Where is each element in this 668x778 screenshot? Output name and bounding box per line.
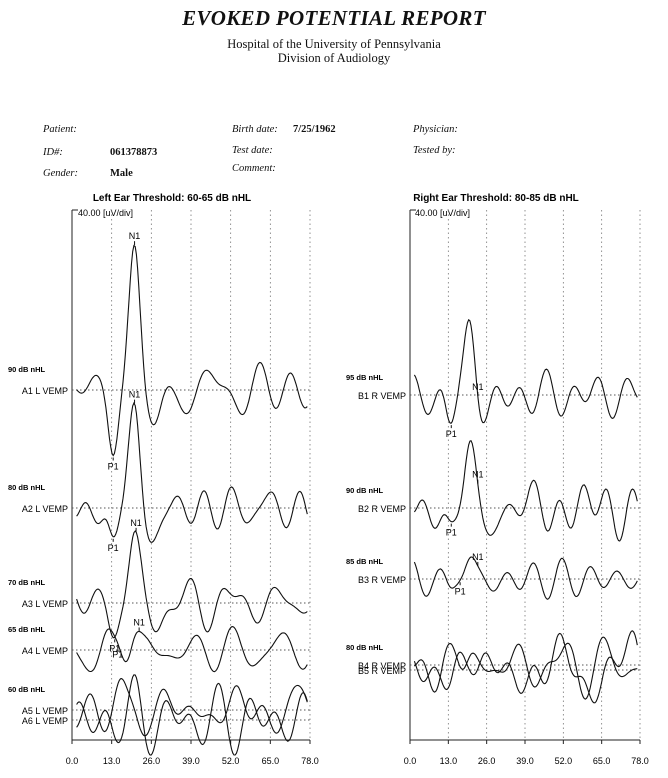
birth-date-label: Birth date:: [232, 124, 278, 135]
x-tick-label: 78.0: [301, 756, 319, 766]
vemp-trace: [413, 630, 638, 704]
right-scale-label: 40.00 [uV/div]: [415, 208, 470, 218]
trace-name-label: B2 R VEMP: [358, 504, 406, 514]
n1-peak-label: N1: [472, 382, 484, 392]
p1-peak-label: P1: [108, 461, 119, 471]
stimulus-level-label: 90 dB nHL: [346, 486, 384, 495]
p1-peak-label: P1: [109, 643, 120, 653]
trace-name-label: A4 L VEMP: [22, 646, 68, 656]
vemp-trace: [76, 674, 308, 756]
trace-name-label: B3 R VEMP: [358, 575, 406, 585]
x-tick-label: 0.0: [66, 756, 79, 766]
p1-peak-label: P1: [112, 649, 123, 659]
n1-peak-label: N1: [472, 552, 484, 562]
stimulus-level-label: 95 dB nHL: [346, 373, 384, 382]
p1-peak-label: P1: [455, 586, 466, 596]
vemp-trace: [413, 439, 638, 542]
x-tick-label: 65.0: [593, 756, 611, 766]
vemp-trace: [76, 244, 308, 457]
left-chart-title: Left Ear Threshold: 60-65 dB nHL: [93, 193, 251, 204]
patient-label: Patient:: [43, 124, 77, 135]
trace-name-label: A2 L VEMP: [22, 504, 68, 514]
x-tick-label: 78.0: [631, 756, 649, 766]
trace-name-label: B5 R VEMP: [358, 666, 406, 676]
x-tick-label: 13.0: [103, 756, 121, 766]
x-tick-label: 39.0: [516, 756, 534, 766]
n1-peak-label: N1: [130, 518, 142, 528]
trace-name-label: A3 L VEMP: [22, 599, 68, 609]
test-date-label: Test date:: [232, 145, 273, 156]
p1-peak-label: P1: [108, 543, 119, 553]
stimulus-level-label: 60 dB nHL: [8, 685, 46, 694]
trace-name-label: A6 L VEMP: [22, 716, 68, 726]
x-tick-label: 52.0: [222, 756, 240, 766]
x-tick-label: 13.0: [440, 756, 458, 766]
x-tick-label: 26.0: [143, 756, 161, 766]
left-ear-chart: Left Ear Threshold: 60-65 dB nHL 40.00 […: [8, 193, 319, 766]
id-value: 061378873: [110, 147, 158, 158]
trace-name-label: A5 L VEMP: [22, 706, 68, 716]
stimulus-level-label: 85 dB nHL: [346, 557, 384, 566]
id-label: ID#:: [43, 147, 63, 158]
x-tick-label: 65.0: [262, 756, 280, 766]
vemp-trace: [76, 401, 308, 543]
vemp-trace: [76, 678, 308, 737]
tested-by-label: Tested by:: [413, 145, 456, 156]
n1-peak-label: N1: [472, 470, 484, 480]
trace-name-label: B1 R VEMP: [358, 391, 406, 401]
trace-name-label: B4 R VEMP: [358, 661, 406, 671]
p1-peak-label: P1: [446, 528, 457, 538]
n1-peak-label: N1: [129, 231, 141, 241]
report-title: EVOKED POTENTIAL REPORT: [182, 6, 486, 30]
vemp-trace: [413, 556, 638, 600]
stimulus-level-label: 80 dB nHL: [8, 483, 46, 492]
trace-name-label: A1 L VEMP: [22, 386, 68, 396]
comment-label: Comment:: [232, 163, 276, 174]
vemp-trace: [413, 318, 638, 424]
p1-peak-label: P1: [446, 429, 457, 439]
stimulus-level-label: 70 dB nHL: [8, 578, 46, 587]
birth-date-value: 7/25/1962: [293, 124, 336, 135]
gender-label: Gender:: [43, 168, 78, 179]
x-tick-label: 52.0: [555, 756, 573, 766]
right-ear-chart: Right Ear Threshold: 80-85 dB nHL 40.00 …: [346, 193, 649, 766]
x-tick-label: 39.0: [182, 756, 200, 766]
right-chart-title: Right Ear Threshold: 80-85 dB nHL: [413, 193, 579, 204]
hospital-name: Hospital of the University of Pennsylvan…: [227, 37, 441, 51]
x-tick-label: 26.0: [478, 756, 496, 766]
gender-value: Male: [110, 168, 133, 179]
x-tick-label: 0.0: [404, 756, 417, 766]
stimulus-level-label: 90 dB nHL: [8, 365, 46, 374]
physician-label: Physician:: [413, 124, 458, 135]
left-scale-label: 40.00 [uV/div]: [78, 208, 133, 218]
vemp-trace: [414, 636, 638, 700]
vemp-trace: [76, 626, 308, 673]
n1-peak-label: N1: [133, 617, 145, 627]
division-name: Division of Audiology: [277, 51, 391, 65]
n1-peak-label: N1: [129, 390, 141, 400]
stimulus-level-label: 80 dB nHL: [346, 643, 384, 652]
stimulus-level-label: 65 dB nHL: [8, 625, 46, 634]
